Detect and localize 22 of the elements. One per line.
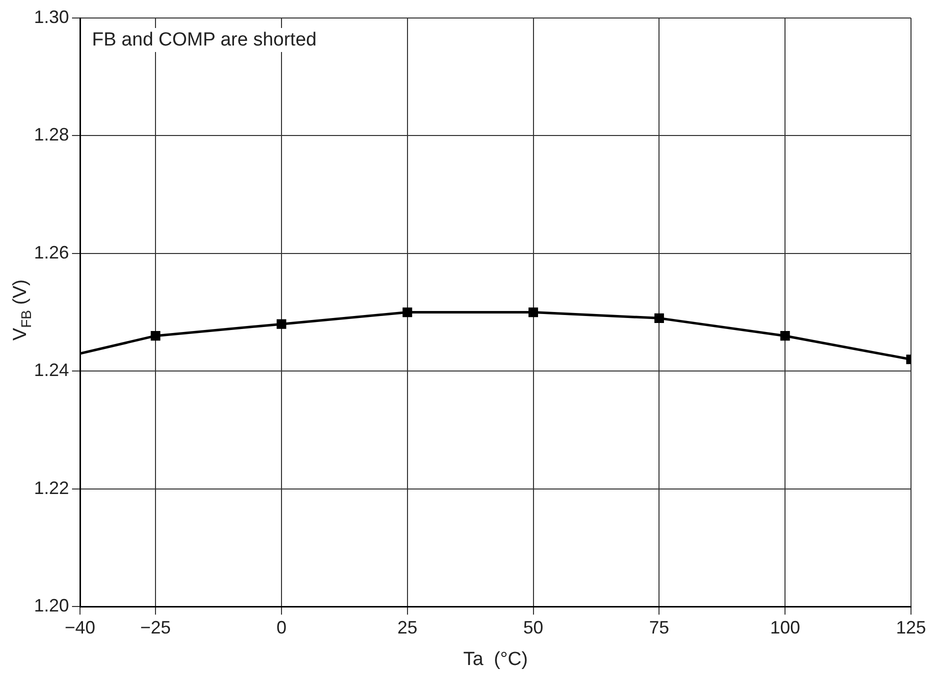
x-tick-label: 100 (770, 617, 800, 638)
point (276, 319, 286, 329)
x-tick-label: 25 (397, 617, 418, 638)
annotation: FB and COMP are shorted (92, 30, 317, 51)
x-tick-label: 125 (896, 617, 926, 638)
x-tick-label: 75 (649, 617, 670, 638)
y-tick-label: 1.30 (34, 6, 69, 27)
point (654, 313, 664, 323)
point (528, 308, 538, 318)
x-axis-title: Ta (°C) (463, 648, 528, 670)
x-tick-label: −40 (64, 617, 96, 638)
y-tick-label: 1.20 (34, 596, 69, 616)
point (780, 331, 790, 341)
y-tick-label: 1.24 (34, 360, 69, 380)
y-tick-label: 1.26 (34, 242, 69, 262)
x-tick-label: 50 (523, 617, 544, 638)
point (150, 331, 160, 341)
point (402, 308, 412, 318)
x-tick-label: −25 (140, 617, 171, 638)
y-tick-label: 1.28 (34, 124, 69, 145)
y-tick-label: 1.22 (34, 478, 69, 498)
x-tick-label: 0 (276, 617, 286, 638)
